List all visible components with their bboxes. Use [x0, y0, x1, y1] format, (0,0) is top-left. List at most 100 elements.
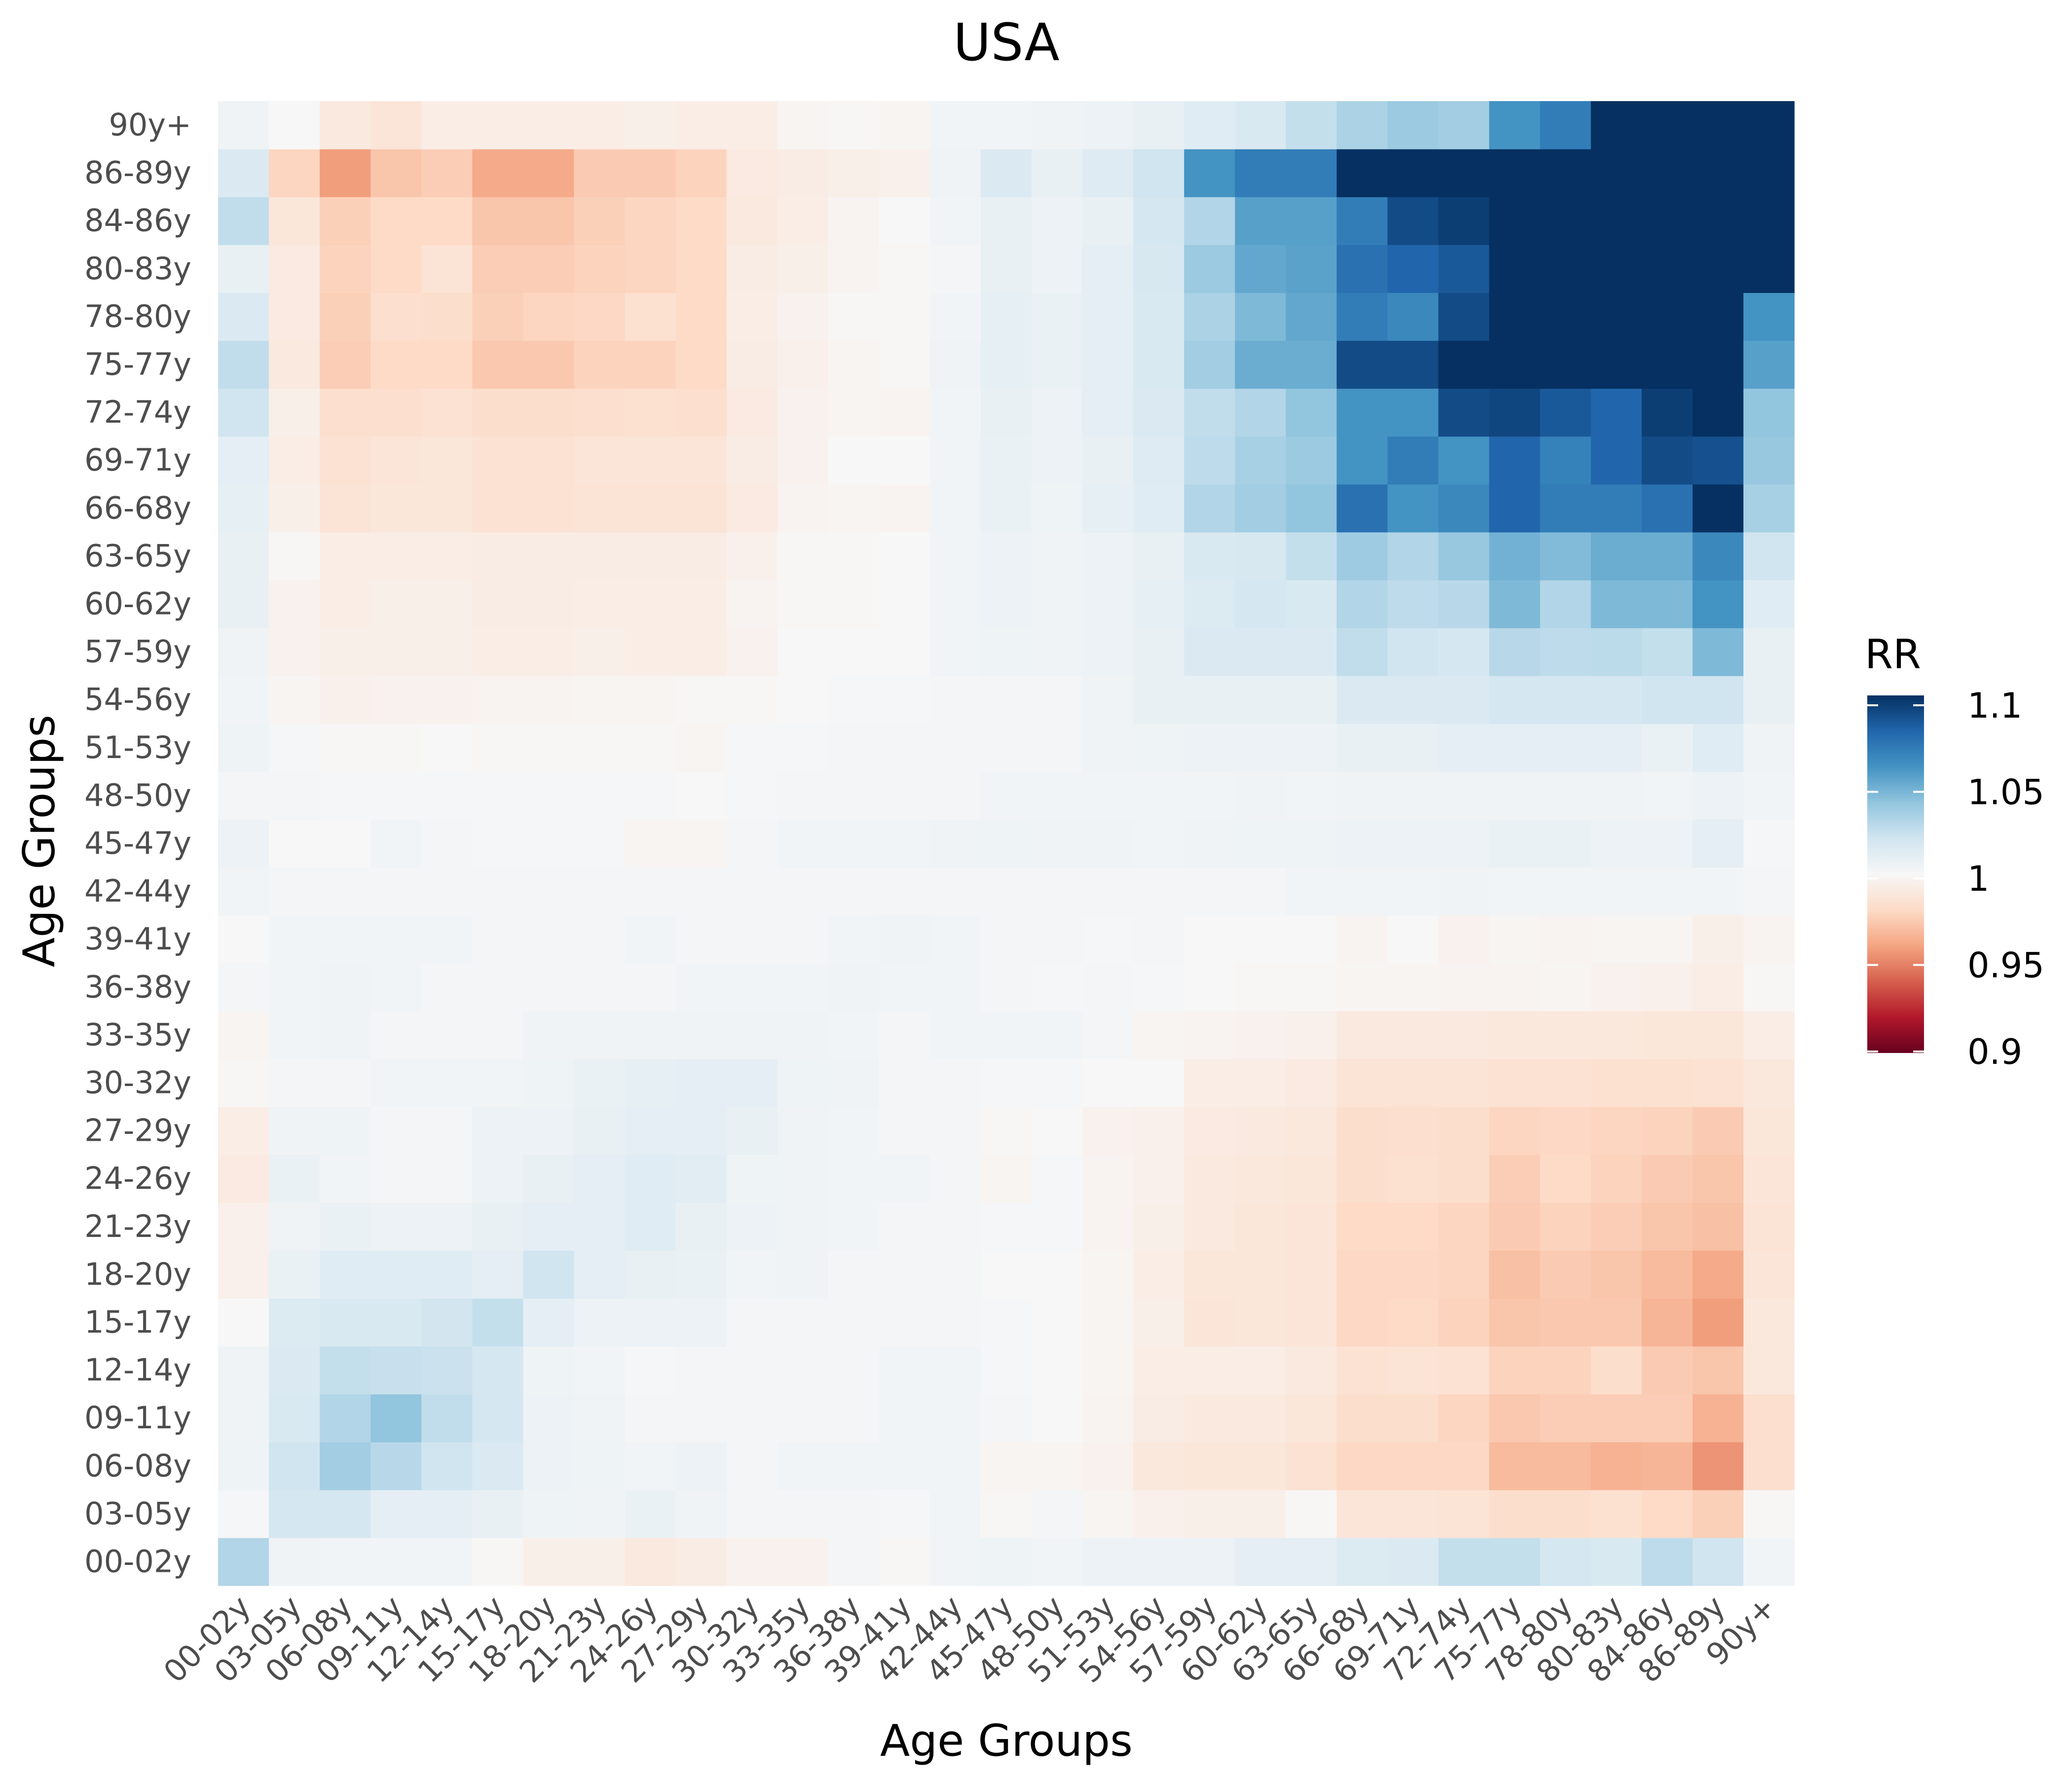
heatmap-cell: [777, 1394, 829, 1443]
heatmap-cell: [929, 963, 981, 1012]
heatmap-cell: [1540, 340, 1591, 389]
heatmap-cell: [777, 1107, 829, 1155]
heatmap-cell: [218, 819, 269, 868]
heatmap-cell: [1336, 149, 1388, 197]
heatmap-cell: [1032, 628, 1083, 676]
heatmap-cell: [1235, 1537, 1286, 1586]
heatmap-cell: [1286, 484, 1337, 533]
heatmap-cell: [1082, 867, 1134, 916]
heatmap-cell: [320, 915, 371, 964]
heatmap-cell: [1387, 676, 1439, 724]
heatmap-cell: [879, 484, 930, 533]
heatmap-cell: [421, 1011, 473, 1059]
heatmap-cell: [1743, 149, 1795, 197]
heatmap-cell: [523, 1250, 575, 1299]
heatmap-cell: [1082, 1489, 1134, 1538]
heatmap-cell: [1641, 915, 1693, 964]
heatmap-cell: [777, 819, 829, 868]
legend-title: RR: [1865, 631, 1921, 678]
heatmap-cell: [828, 580, 880, 628]
heatmap-cell: [1336, 724, 1388, 772]
heatmap-cell: [472, 1011, 523, 1059]
heatmap-cell: [1387, 101, 1439, 149]
heatmap-cell: [1591, 388, 1642, 437]
heatmap-cell: [625, 963, 676, 1012]
heatmap-cell: [1692, 1298, 1744, 1347]
heatmap-cell: [1082, 963, 1134, 1012]
heatmap-cell: [1032, 532, 1083, 581]
heatmap-cell: [1641, 245, 1693, 293]
y-axis-title: Age Groups: [14, 715, 65, 967]
heatmap-cell: [1286, 1058, 1337, 1107]
heatmap-cell: [929, 149, 981, 197]
heatmap-cell: [1133, 340, 1184, 389]
heatmap-cell: [675, 436, 727, 485]
heatmap-cell: [1336, 245, 1388, 293]
heatmap-cell: [523, 1298, 575, 1347]
heatmap-cell: [625, 867, 676, 916]
heatmap-cell: [777, 436, 829, 485]
heatmap-cell: [675, 963, 727, 1012]
heatmap-cell: [1133, 101, 1184, 149]
heatmap-cell: [828, 436, 880, 485]
heatmap-cell: [726, 1298, 778, 1347]
heatmap-cell: [218, 963, 269, 1012]
heatmap-cell: [1540, 1442, 1591, 1490]
heatmap-cell: [625, 1394, 676, 1443]
heatmap-cell: [1438, 101, 1490, 149]
heatmap-cell: [421, 197, 473, 245]
heatmap-cell: [726, 388, 778, 437]
heatmap-cell: [1540, 1202, 1591, 1251]
heatmap-cell: [879, 1489, 930, 1538]
heatmap-cell: [879, 1058, 930, 1107]
heatmap-cell: [1387, 1058, 1439, 1107]
heatmap-cell: [1082, 724, 1134, 772]
heatmap-cell: [472, 101, 523, 149]
heatmap-cell: [625, 149, 676, 197]
heatmap-cell: [675, 340, 727, 389]
heatmap-cell: [1540, 1489, 1591, 1538]
heatmap-cell: [1692, 101, 1744, 149]
heatmap-cell: [1082, 197, 1134, 245]
heatmap-cell: [625, 1298, 676, 1347]
heatmap-cell: [726, 819, 778, 868]
heatmap-cell: [1489, 245, 1541, 293]
heatmap-cell: [1438, 388, 1490, 437]
heatmap-cell: [1032, 1058, 1083, 1107]
heatmap-cell: [1082, 149, 1134, 197]
heatmap-cell: [1540, 197, 1591, 245]
heatmap-cell: [218, 1442, 269, 1490]
heatmap-cell: [320, 101, 371, 149]
heatmap-cell: [1591, 1058, 1642, 1107]
heatmap-cell: [1235, 1202, 1286, 1251]
heatmap-cell: [472, 1346, 523, 1395]
heatmap-cell: [1235, 676, 1286, 724]
heatmap-cell: [828, 963, 880, 1012]
heatmap-cell: [1032, 1107, 1083, 1155]
heatmap-cell: [1489, 1058, 1541, 1107]
heatmap-cell: [523, 149, 575, 197]
heatmap-cell: [929, 915, 981, 964]
heatmap-cell: [777, 484, 829, 533]
heatmap-cell: [472, 292, 523, 341]
heatmap-cell: [777, 340, 829, 389]
heatmap-cell: [1540, 292, 1591, 341]
heatmap-cell: [1235, 724, 1286, 772]
heatmap-cell: [980, 580, 1032, 628]
heatmap-cell: [1489, 1394, 1541, 1443]
heatmap-cell: [1692, 628, 1744, 676]
heatmap-cell: [828, 1346, 880, 1395]
heatmap-cell: [1082, 819, 1134, 868]
heatmap-cell: [726, 1346, 778, 1395]
heatmap-cell: [625, 676, 676, 724]
heatmap-cell: [269, 819, 320, 868]
heatmap-cell: [1438, 628, 1490, 676]
heatmap-cell: [320, 388, 371, 437]
heatmap-cell: [472, 915, 523, 964]
heatmap-cell: [675, 771, 727, 820]
heatmap-cell: [218, 1346, 269, 1395]
heatmap-cell: [1540, 963, 1591, 1012]
y-tick-label: 86-89y: [84, 155, 191, 191]
heatmap-cell: [320, 867, 371, 916]
heatmap-cell: [320, 1537, 371, 1586]
